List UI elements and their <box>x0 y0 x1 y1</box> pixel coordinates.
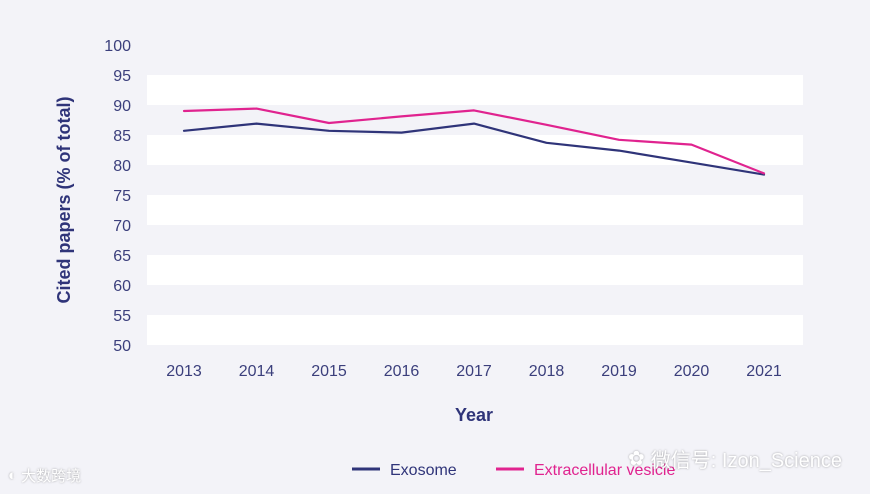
y-tick-label: 55 <box>113 308 131 325</box>
y-axis-ticks: 100 95 90 85 80 75 70 65 60 55 50 <box>104 38 131 355</box>
y-tick-label: 95 <box>113 68 131 85</box>
x-tick-label: 2017 <box>456 363 492 380</box>
grid-band <box>147 315 803 345</box>
x-tick-label: 2016 <box>384 363 420 380</box>
logo-icon: ◐ <box>8 467 18 484</box>
y-tick-label: 50 <box>113 338 131 355</box>
wechat-watermark-text: 微信号: Izon_Science <box>650 450 842 472</box>
wechat-watermark: ✿ 微信号: Izon_Science <box>628 444 842 473</box>
grid-band <box>147 255 803 285</box>
y-tick-label: 80 <box>113 158 131 175</box>
source-watermark: ◐ 大数跨境 <box>8 465 81 486</box>
series-line <box>182 107 766 175</box>
series-line <box>182 122 766 176</box>
x-tick-label: 2014 <box>239 363 275 380</box>
x-axis-ticks: 2013 2014 2015 2016 2017 2018 2019 2020 2021 <box>166 363 782 380</box>
y-tick-label: 85 <box>113 128 131 145</box>
grid-bands <box>147 75 803 345</box>
x-tick-label: 2021 <box>746 363 782 380</box>
y-tick-label: 75 <box>113 188 131 205</box>
y-tick-label: 100 <box>104 38 131 55</box>
x-tick-label: 2020 <box>674 363 710 380</box>
x-tick-label: 2013 <box>166 363 202 380</box>
grid-band <box>147 135 803 165</box>
series-lines <box>182 107 766 176</box>
x-axis-title: Year <box>455 405 493 425</box>
legend-label: Extracellular vesicle <box>534 462 675 479</box>
y-tick-label: 70 <box>113 218 131 235</box>
y-tick-label: 60 <box>113 278 131 295</box>
grid-band <box>147 195 803 225</box>
legend-label: Exosome <box>390 462 457 479</box>
grid-band <box>147 75 803 105</box>
x-tick-label: 2019 <box>601 363 637 380</box>
x-tick-label: 2015 <box>311 363 347 380</box>
source-watermark-text: 大数跨境 <box>21 468 82 485</box>
y-axis-title: Cited papers (% of total) <box>54 96 74 303</box>
y-tick-label: 90 <box>113 98 131 115</box>
legend: Exosome Extracellular vesicle <box>352 462 675 479</box>
y-tick-label: 65 <box>113 248 131 265</box>
wechat-icon: ✿ <box>628 448 645 470</box>
x-tick-label: 2018 <box>529 363 565 380</box>
